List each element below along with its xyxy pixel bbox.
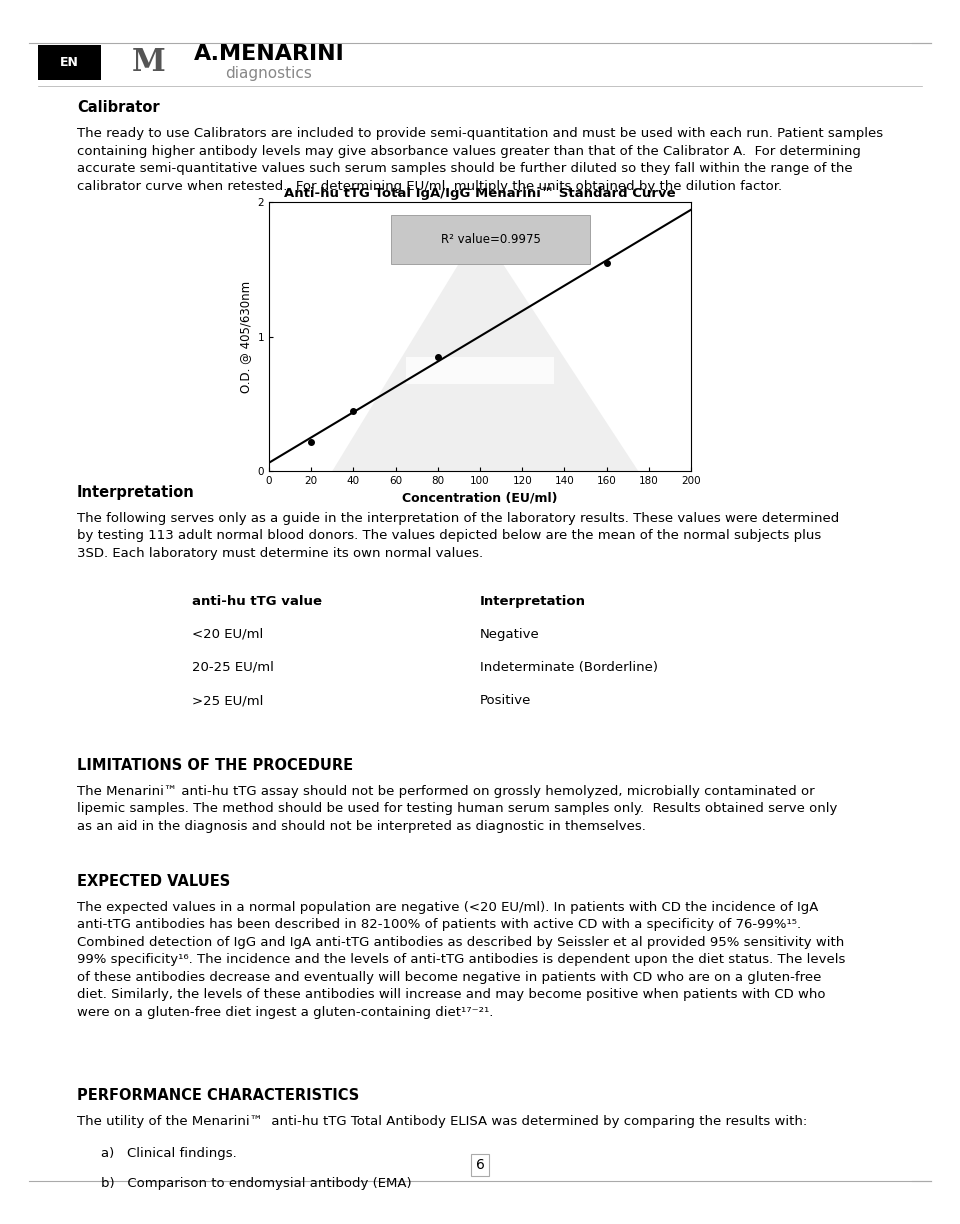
Text: A.MENARINI: A.MENARINI — [193, 44, 345, 64]
Text: Interpretation: Interpretation — [77, 485, 195, 499]
Polygon shape — [406, 357, 554, 384]
Polygon shape — [332, 229, 638, 471]
Text: b)   Comparison to endomysial antibody (EMA): b) Comparison to endomysial antibody (EM… — [101, 1177, 412, 1191]
Text: PERFORMANCE CHARACTERISTICS: PERFORMANCE CHARACTERISTICS — [77, 1088, 359, 1103]
Text: Positive: Positive — [480, 694, 532, 707]
Text: R² value=0.9975: R² value=0.9975 — [441, 233, 540, 246]
X-axis label: Concentration (EU/ml): Concentration (EU/ml) — [402, 492, 558, 504]
Text: Anti-hu tTG Total IgA/IgG Menarini™ Standard Curve: Anti-hu tTG Total IgA/IgG Menarini™ Stan… — [284, 187, 676, 200]
Text: M: M — [132, 47, 166, 78]
Text: The expected values in a normal population are negative (<20 EU/ml). In patients: The expected values in a normal populati… — [77, 901, 845, 1018]
Text: The utility of the Menarini™  anti-hu tTG Total Antibody ELISA was determined by: The utility of the Menarini™ anti-hu tTG… — [77, 1115, 807, 1129]
FancyBboxPatch shape — [392, 215, 589, 264]
Text: The ready to use Calibrators are included to provide semi-quantitation and must : The ready to use Calibrators are include… — [77, 127, 883, 193]
Text: Interpretation: Interpretation — [480, 595, 586, 608]
FancyBboxPatch shape — [38, 45, 101, 80]
Text: diagnostics: diagnostics — [226, 66, 312, 81]
Y-axis label: O.D. @ 405/630nm: O.D. @ 405/630nm — [239, 280, 252, 393]
Text: EXPECTED VALUES: EXPECTED VALUES — [77, 874, 230, 889]
Text: a)   Clinical findings.: a) Clinical findings. — [101, 1147, 236, 1160]
Text: Negative: Negative — [480, 628, 540, 641]
Text: Indeterminate (Borderline): Indeterminate (Borderline) — [480, 661, 658, 674]
Text: >25 EU/ml: >25 EU/ml — [192, 694, 263, 707]
Text: anti-hu tTG value: anti-hu tTG value — [192, 595, 322, 608]
Text: 6: 6 — [475, 1158, 485, 1173]
Text: 20-25 EU/ml: 20-25 EU/ml — [192, 661, 274, 674]
Text: The Menarini™ anti-hu tTG assay should not be performed on grossly hemolyzed, mi: The Menarini™ anti-hu tTG assay should n… — [77, 785, 837, 832]
Text: Calibrator: Calibrator — [77, 100, 159, 115]
Text: The following serves only as a guide in the interpretation of the laboratory res: The following serves only as a guide in … — [77, 512, 839, 559]
Text: LIMITATIONS OF THE PROCEDURE: LIMITATIONS OF THE PROCEDURE — [77, 758, 353, 772]
Text: EN: EN — [60, 56, 79, 69]
Text: <20 EU/ml: <20 EU/ml — [192, 628, 263, 641]
